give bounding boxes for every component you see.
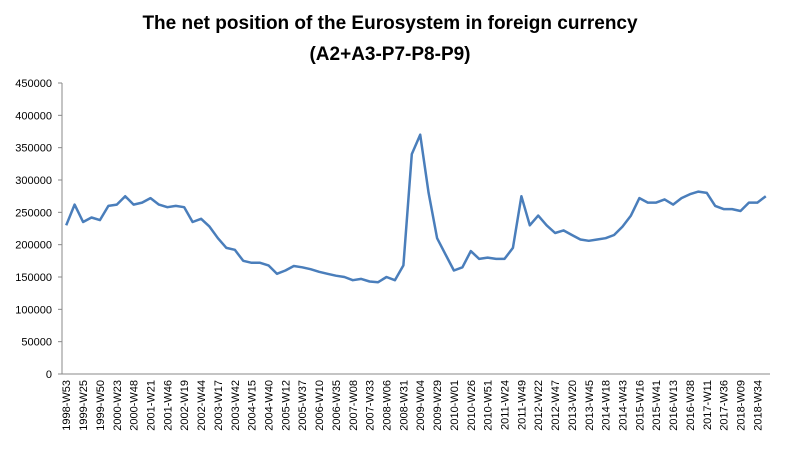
x-tick-label: 2012-W22 [533, 380, 545, 431]
y-tick-label: 0 [46, 369, 52, 381]
x-tick-label: 2008-W06 [382, 380, 394, 431]
x-tick-label: 2011-W49 [516, 380, 528, 430]
x-tick-label: 2016-W13 [668, 380, 680, 431]
x-tick-label: 2012-W47 [550, 380, 562, 431]
x-tick-label: 2005-W12 [280, 380, 292, 431]
y-tick-label: 200000 [15, 240, 52, 252]
x-tick-label: 2010-W01 [449, 380, 461, 431]
x-tick-label: 2003-W42 [230, 380, 242, 431]
x-tick-label: 2014-W43 [618, 380, 630, 431]
x-tick-label: 2003-W17 [213, 380, 225, 431]
x-tick-label: 2013-W20 [567, 380, 579, 431]
x-tick-label: 2008-W31 [398, 380, 410, 431]
y-tick-label: 350000 [15, 143, 52, 155]
x-tick-label: 2009-W29 [432, 380, 444, 431]
x-tick-label: 2005-W37 [297, 380, 309, 431]
x-tick-label: 2011-W24 [500, 380, 512, 430]
x-tick-label: 2004-W40 [264, 380, 276, 431]
x-tick-label: 2002-W44 [196, 380, 208, 431]
x-tick-label: 2014-W18 [601, 380, 613, 431]
x-tick-label: 2006-W35 [331, 380, 343, 431]
y-tick-label: 300000 [15, 175, 52, 187]
x-tick-label: 2001-W21 [146, 380, 158, 431]
data-line [65, 133, 767, 284]
x-tick-label: 2000-W23 [112, 380, 124, 431]
x-tick-label: 2013-W45 [584, 380, 596, 431]
x-tick-label: 2004-W15 [247, 380, 259, 431]
x-tick-label: 2017-W36 [719, 380, 731, 431]
x-tick-label: 2002-W19 [179, 380, 191, 431]
y-tick-label: 450000 [15, 78, 52, 90]
x-tick-label: 2001-W46 [162, 380, 174, 431]
y-tick-label: 100000 [15, 304, 52, 316]
x-tick-label: 2018-W09 [736, 380, 748, 431]
x-tick-label: 2015-W16 [634, 380, 646, 431]
y-tick-label: 400000 [15, 110, 52, 122]
y-tick-label: 250000 [15, 207, 52, 219]
x-tick-label: 2009-W04 [415, 380, 427, 431]
x-tick-label: 2007-W08 [348, 380, 360, 431]
x-tick-label: 1998-W53 [61, 380, 73, 431]
x-tick-label: 2017-W11 [702, 380, 714, 430]
x-tick-label: 1999-W25 [78, 380, 90, 431]
chart-subtitle: (A2+A3-P7-P8-P9) [309, 44, 470, 65]
y-tick-label: 50000 [21, 337, 52, 349]
x-tick-label: 2010-W26 [466, 380, 478, 431]
x-tick-label: 2006-W10 [314, 380, 326, 431]
x-tick-label: 1999-W50 [95, 380, 107, 431]
chart-title: The net position of the Eurosystem in fo… [142, 13, 638, 34]
x-tick-label: 2015-W41 [651, 380, 663, 431]
x-tick-label: 2000-W48 [129, 380, 141, 431]
x-tick-label: 2018-W34 [752, 380, 764, 431]
y-tick-label: 150000 [15, 272, 52, 284]
x-tick-label: 2007-W33 [365, 380, 377, 431]
x-tick-label: 2010-W51 [483, 380, 495, 431]
x-tick-label: 2016-W38 [685, 380, 697, 431]
